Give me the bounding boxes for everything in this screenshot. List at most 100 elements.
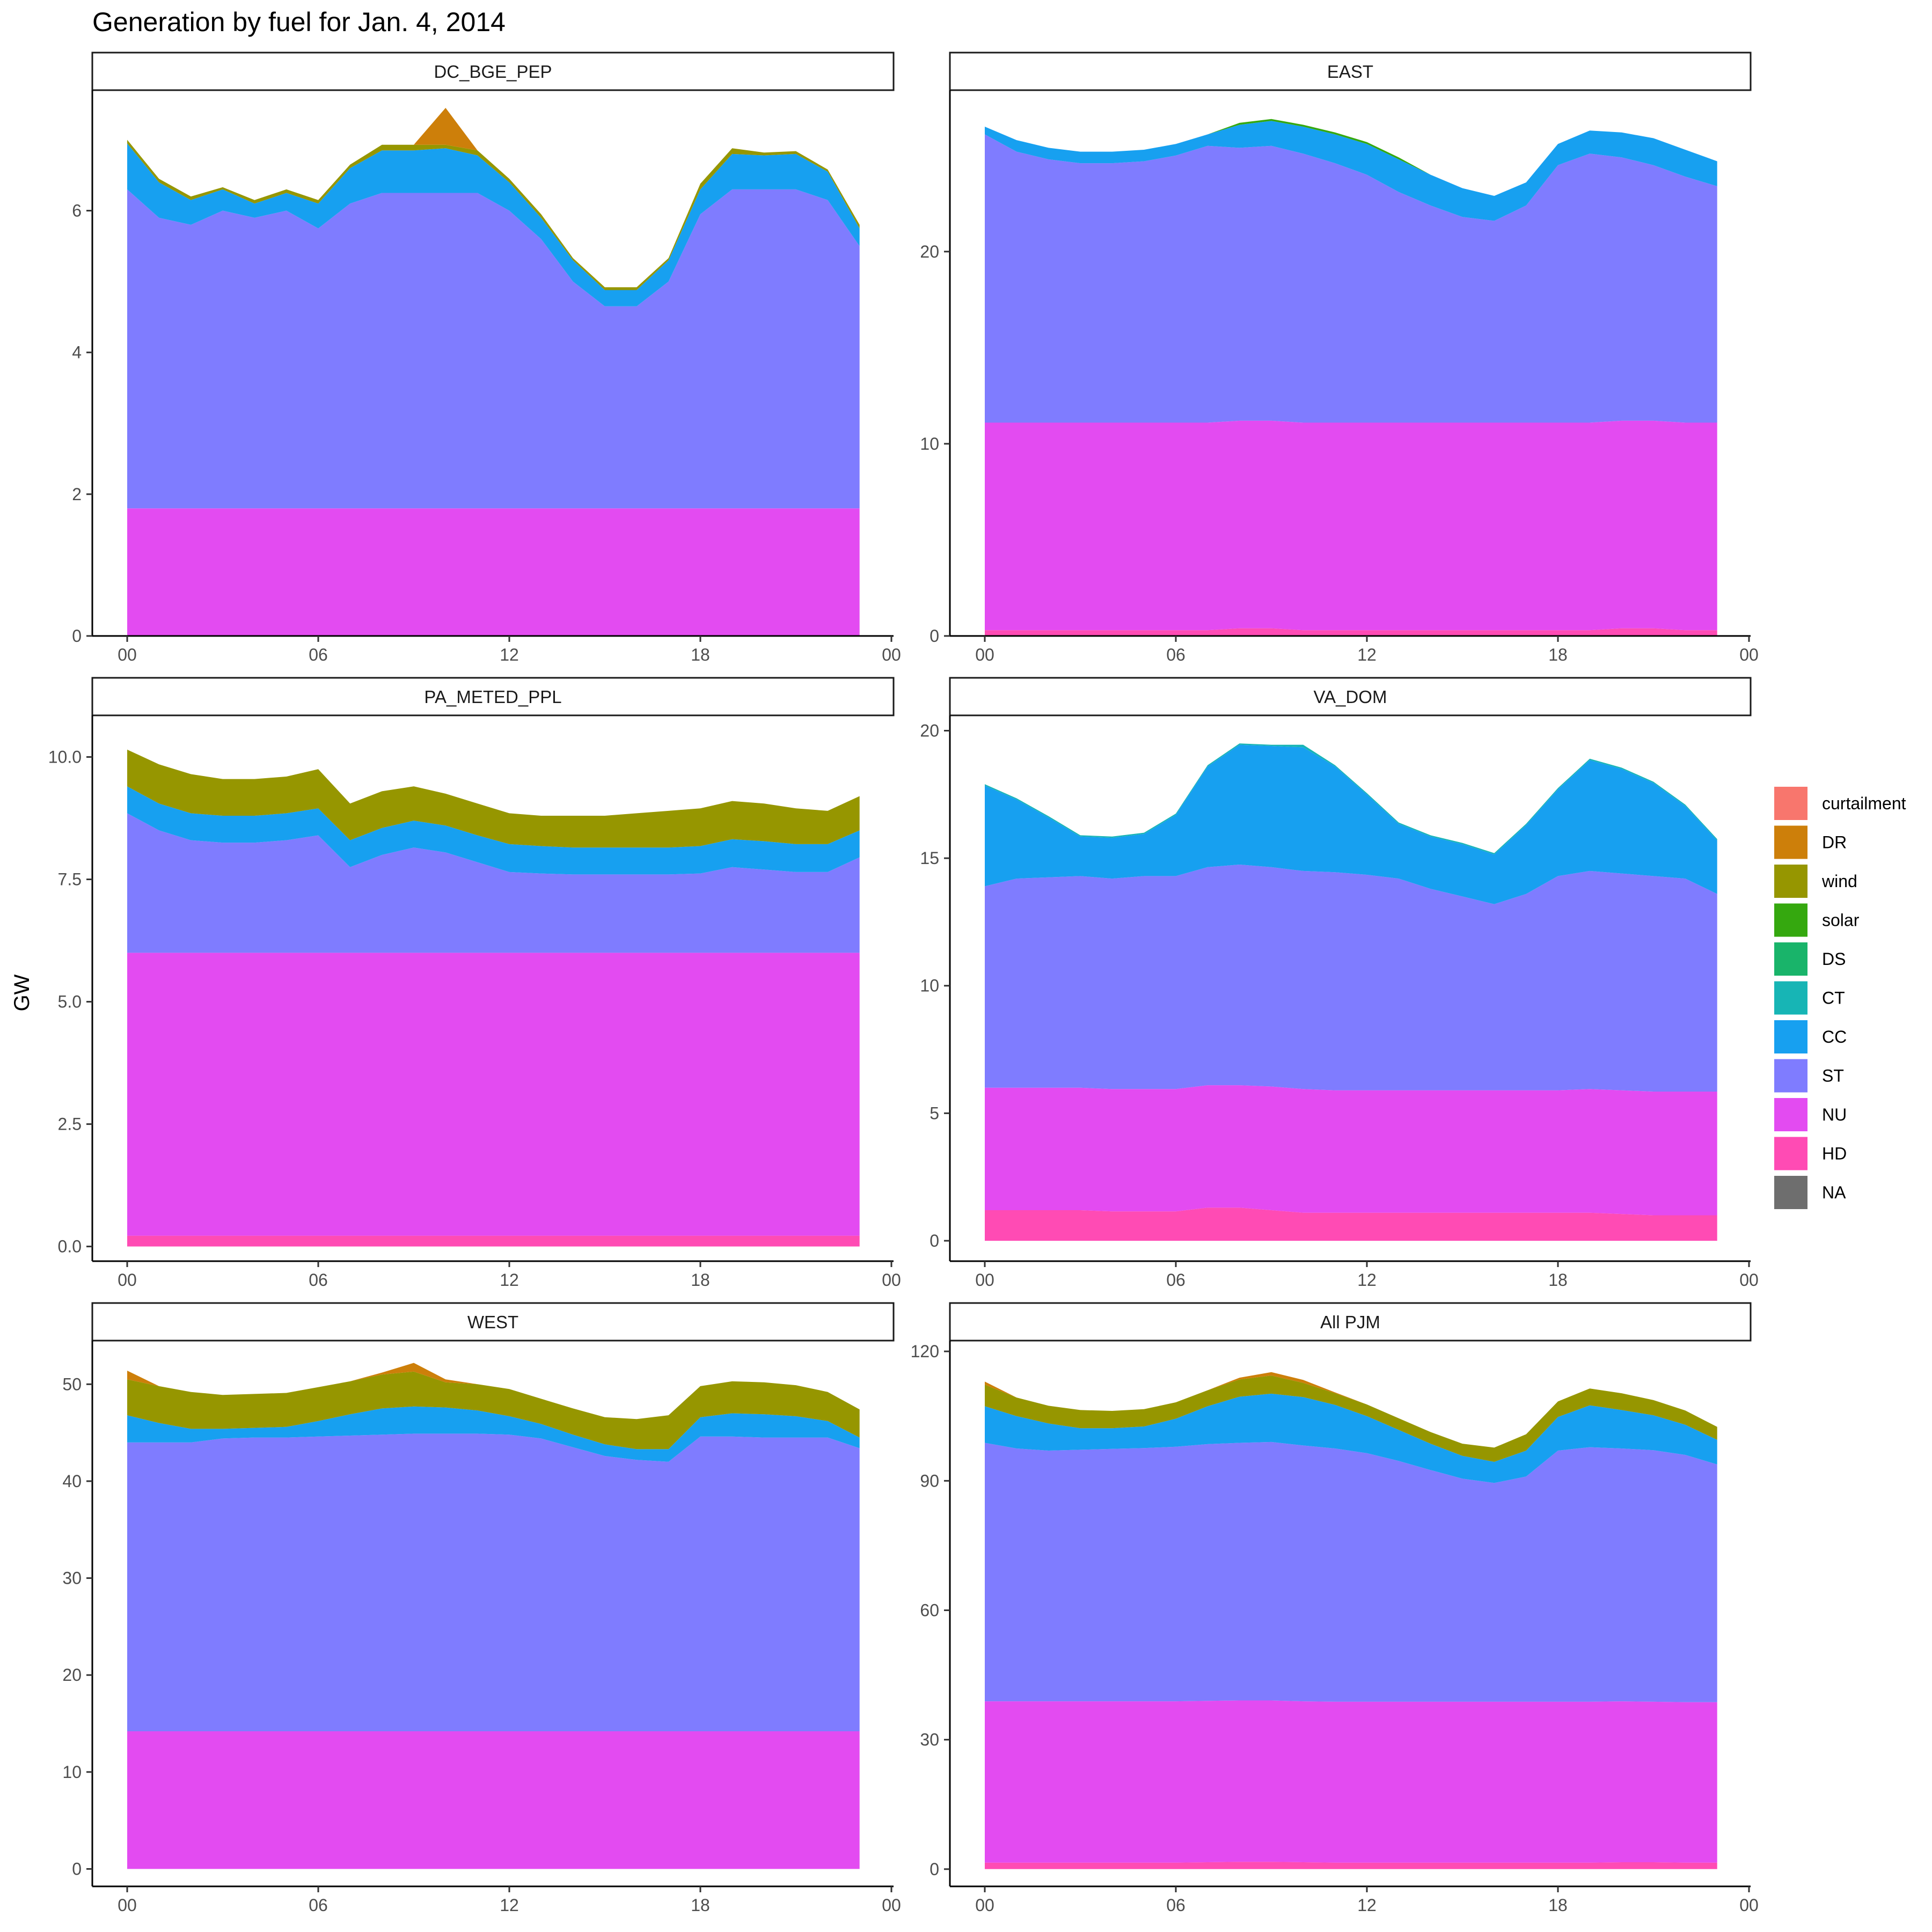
x-tick-label: 06: [309, 1896, 328, 1915]
legend-swatch: [1773, 1175, 1809, 1210]
panel-east: EAST 0 10 20 00 06 12 18 00: [920, 52, 1759, 664]
legend-label: CT: [1822, 989, 1845, 1008]
panel-dc-bge-pep: DC_BGE_PEP 0 2 4 6 00 06 12 18 00: [72, 52, 901, 664]
x-tick-label: 00: [118, 1896, 137, 1915]
legend-swatch: [1773, 824, 1809, 860]
legend-swatch: [1773, 1019, 1809, 1055]
legend-item-solar: solar: [1773, 902, 1860, 938]
x-tick-label: 18: [1548, 1896, 1568, 1915]
x-tick-label: 00: [1739, 1896, 1759, 1915]
area-series-st: [127, 1433, 860, 1731]
legend-item-nu: NU: [1773, 1097, 1847, 1132]
area-series-hd: [985, 628, 1717, 636]
x-tick-label: 06: [1166, 1270, 1185, 1290]
y-tick-label: 50: [62, 1374, 82, 1394]
x-tick-label: 06: [309, 645, 328, 664]
panel-strip: [949, 1302, 1752, 1342]
y-tick-label: 10: [920, 434, 939, 453]
x-tick-label: 12: [1357, 1270, 1377, 1290]
legend-label: solar: [1822, 911, 1860, 930]
legend-item-na: NA: [1773, 1175, 1846, 1210]
y-tick-label: 0: [930, 1231, 939, 1250]
y-tick-label: 20: [920, 242, 939, 261]
panel-strip: [91, 52, 895, 91]
panel-pa-meted-ppl: PA_METED_PPL 0.0 2.5 5.0 7.5 10.0 00 06 12 18 00: [48, 677, 901, 1290]
panel-va-dom: VA_DOM 0 5 10 15 20 00 06 12 18 00: [920, 677, 1759, 1290]
area-series-st: [127, 813, 860, 953]
x-tick-label: 12: [500, 1896, 519, 1915]
area-series-nu: [985, 1700, 1717, 1863]
legend-label: ST: [1822, 1066, 1844, 1086]
panel-title: EAST: [1327, 62, 1373, 82]
panel-title: VA_DOM: [1314, 687, 1387, 707]
x-tick-label: 12: [1357, 645, 1377, 664]
area-series-hd: [985, 1208, 1717, 1241]
y-tick-label: 10.0: [48, 748, 82, 767]
area-series-wind: [127, 749, 860, 848]
area-series-cc: [127, 1406, 860, 1462]
x-tick-label: 18: [691, 1896, 710, 1915]
area-series-cc: [127, 143, 860, 306]
y-tick-label: 60: [920, 1600, 939, 1620]
x-tick-label: 18: [691, 1270, 710, 1290]
y-tick-label: 2.5: [58, 1115, 82, 1134]
y-tick-label: 10: [920, 976, 939, 996]
y-tick-label: 0: [930, 1860, 939, 1879]
legend-label: DR: [1822, 833, 1847, 852]
y-tick-label: 0: [72, 626, 82, 646]
legend-swatch: [1773, 941, 1809, 977]
panel-strip: [949, 52, 1752, 91]
legend-swatch: [1773, 980, 1809, 1016]
y-tick-label: 90: [920, 1471, 939, 1490]
y-tick-label: 30: [62, 1569, 82, 1588]
area-series-st: [985, 1441, 1717, 1702]
area-series-wind: [985, 1375, 1717, 1462]
y-tick-label: 40: [62, 1472, 82, 1491]
area-series-st: [127, 189, 860, 509]
y-tick-label: 2: [72, 485, 82, 504]
x-tick-label: 18: [1548, 645, 1568, 664]
legend-item-ds: DS: [1773, 941, 1846, 977]
y-tick-label: 0.0: [58, 1237, 82, 1256]
x-tick-label: 00: [118, 1270, 137, 1290]
y-tick-label: 10: [62, 1762, 82, 1782]
y-tick-label: 6: [72, 201, 82, 221]
area-series-hd: [985, 1862, 1717, 1869]
x-tick-label: 00: [882, 1896, 901, 1915]
y-tick-label: 20: [62, 1665, 82, 1685]
legend-label: NU: [1822, 1105, 1847, 1124]
y-tick-label: 7.5: [58, 870, 82, 889]
x-tick-label: 18: [691, 645, 710, 664]
legend-item-wind: wind: [1773, 863, 1857, 899]
x-tick-label: 00: [975, 1270, 994, 1290]
legend-item-hd: HD: [1773, 1136, 1847, 1172]
area-series-cc: [985, 744, 1717, 904]
legend-item-curtailment: curtailment: [1773, 786, 1906, 821]
panel-strip: [949, 677, 1752, 716]
area-series-st: [985, 134, 1717, 423]
legend-label: wind: [1821, 872, 1857, 891]
legend-swatch: [1773, 1058, 1809, 1094]
legend-swatch: [1773, 902, 1809, 938]
y-tick-label: 0: [930, 626, 939, 646]
legend-label: NA: [1822, 1183, 1846, 1202]
area-series-nu: [127, 508, 860, 636]
area-series-nu: [985, 1085, 1717, 1216]
x-tick-label: 06: [1166, 1896, 1185, 1915]
legend-swatch: [1773, 1097, 1809, 1132]
panel-strip: [91, 1302, 895, 1342]
x-tick-label: 12: [500, 645, 519, 664]
y-tick-label: 120: [911, 1342, 939, 1361]
y-tick-label: 30: [920, 1730, 939, 1750]
y-tick-label: 0: [72, 1859, 82, 1878]
area-series-nu: [127, 1731, 860, 1869]
area-series-nu: [127, 953, 860, 1236]
x-tick-label: 12: [1357, 1896, 1377, 1915]
y-tick-label: 20: [920, 721, 939, 741]
legend-label: CC: [1822, 1027, 1847, 1046]
panel-title: WEST: [467, 1312, 518, 1332]
chart-title: Generation by fuel for Jan. 4, 2014: [92, 7, 506, 37]
panel-strip: [91, 677, 895, 716]
panel-title: DC_BGE_PEP: [434, 62, 552, 82]
legend-item-dr: DR: [1773, 824, 1847, 860]
